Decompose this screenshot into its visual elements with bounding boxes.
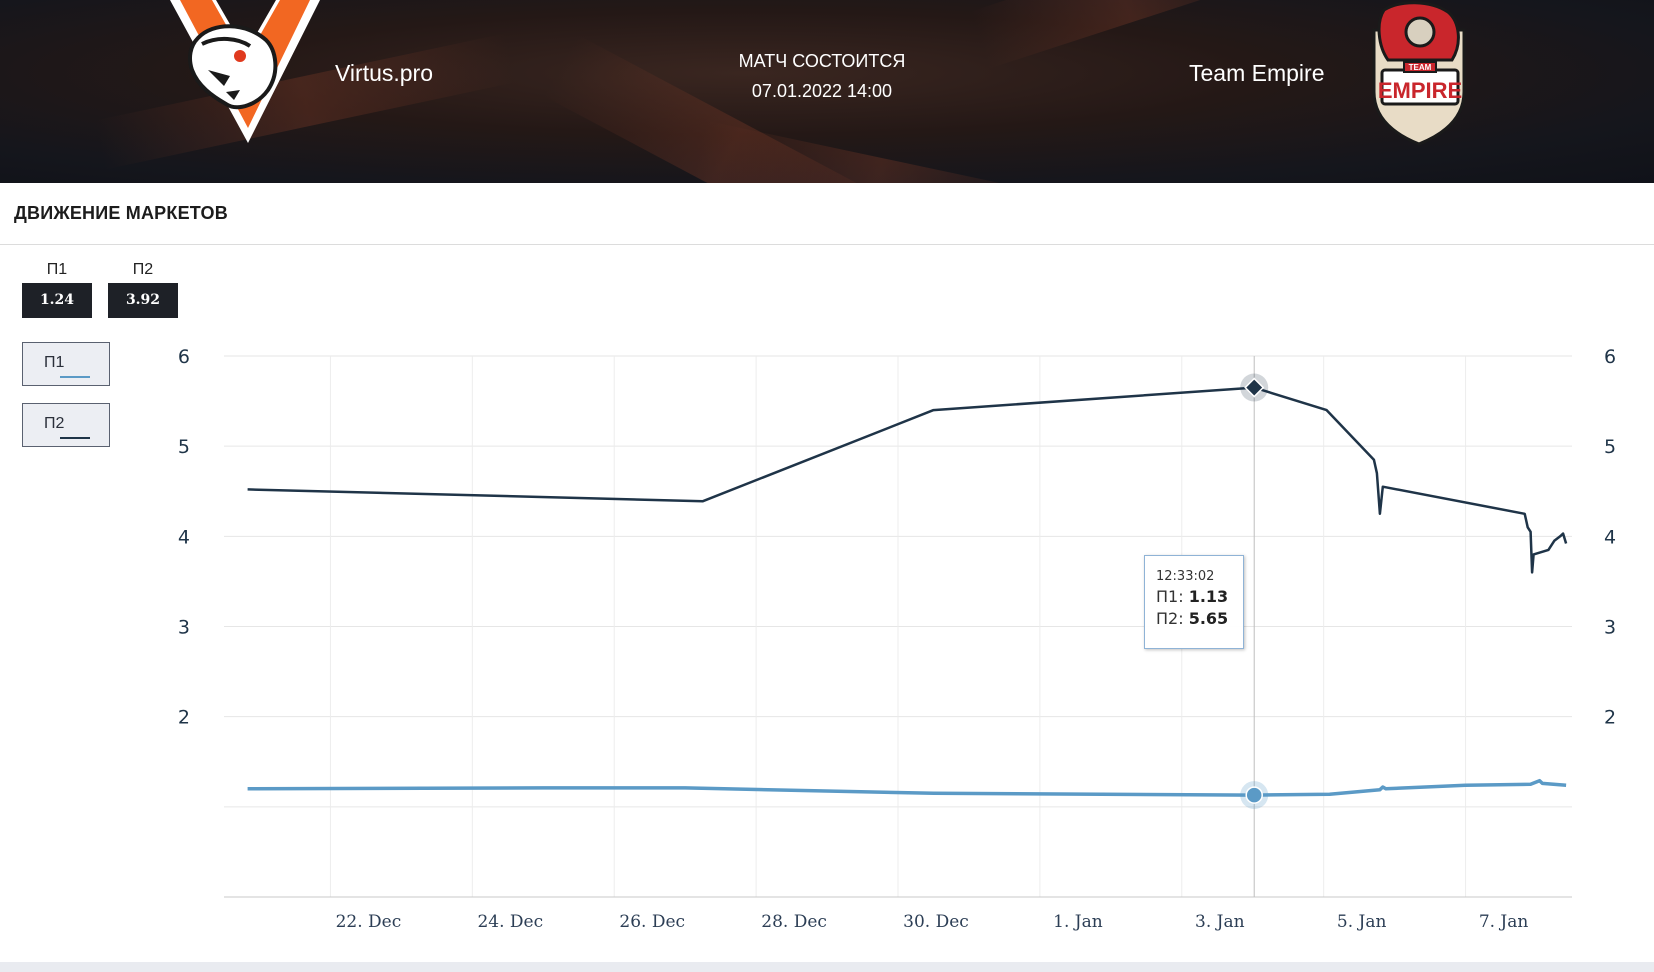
tooltip-p2-label: П2: bbox=[1156, 609, 1189, 628]
p1-marker bbox=[1245, 786, 1263, 804]
legend-p2-line bbox=[60, 437, 90, 439]
y-tick-label-right: 3 bbox=[1604, 617, 1616, 639]
y-tick-label-left: 5 bbox=[178, 436, 190, 458]
legend-toggle-p1[interactable]: П1 bbox=[22, 342, 110, 386]
x-tick-label: 22. Dec bbox=[336, 912, 402, 932]
x-tick-label: 7. Jan bbox=[1479, 912, 1529, 932]
legend-p1-label: П1 bbox=[44, 354, 65, 371]
x-tick-label: 28. Dec bbox=[761, 912, 827, 932]
odds-p1-value[interactable]: 1.24 bbox=[22, 283, 92, 318]
y-tick-label-right: 4 bbox=[1604, 526, 1616, 548]
y-tick-label-left: 4 bbox=[178, 526, 190, 548]
legend-p1-line bbox=[60, 376, 90, 378]
footer-strip bbox=[0, 962, 1654, 972]
tooltip-p2: П2: 5.65 bbox=[1156, 608, 1243, 630]
odds-p2-label: П2 bbox=[132, 261, 154, 278]
y-tick-label-right: 2 bbox=[1604, 707, 1616, 729]
tooltip-p1-value: 1.13 bbox=[1188, 587, 1229, 606]
match-status: МАТЧ СОСТОИТСЯ bbox=[738, 51, 906, 71]
chart-tooltip: 12:33:02 П1: 1.13 П2: 5.65 bbox=[1144, 555, 1244, 649]
x-tick-label: 30. Dec bbox=[903, 912, 969, 932]
tooltip-p1-label: П1: bbox=[1156, 587, 1189, 606]
x-tick-label: 3. Jan bbox=[1195, 912, 1245, 932]
match-banner: Virtus.pro МАТЧ СОСТОИТСЯ 07.01.2022 14:… bbox=[0, 0, 1654, 183]
team1-logo bbox=[170, 0, 320, 143]
y-tick-label-left: 3 bbox=[178, 617, 190, 639]
y-tick-label-left: 6 bbox=[178, 346, 190, 368]
x-tick-label: 1. Jan bbox=[1053, 912, 1103, 932]
odds-p1: П1 1.24 bbox=[22, 260, 92, 318]
tooltip-time: 12:33:02 bbox=[1156, 569, 1215, 584]
y-tick-label-right: 6 bbox=[1604, 346, 1616, 368]
section-divider bbox=[0, 244, 1654, 245]
x-tick-label: 26. Dec bbox=[619, 912, 685, 932]
series-line-p1 bbox=[247, 778, 1567, 797]
odds-p1-label: П1 bbox=[46, 261, 68, 278]
match-datetime: 07.01.2022 14:00 bbox=[751, 81, 893, 101]
legend-p2-label: П2 bbox=[44, 415, 65, 432]
tooltip-p2-value: 5.65 bbox=[1188, 609, 1229, 628]
y-tick-label-right: 5 bbox=[1604, 436, 1616, 458]
team2-logo-small-text: TEAM bbox=[1409, 63, 1432, 72]
legend-toggle-p2[interactable]: П2 bbox=[22, 403, 110, 447]
team1-name[interactable]: Virtus.pro bbox=[335, 60, 434, 86]
match-info: МАТЧ СОСТОИТСЯ 07.01.2022 14:00 bbox=[722, 46, 922, 106]
x-tick-label: 24. Dec bbox=[477, 912, 543, 932]
y-tick-label-left: 2 bbox=[178, 707, 190, 729]
odds-p2: П2 3.92 bbox=[108, 260, 178, 318]
odds-chart[interactable]: 2 2 3 3 4 4 5 5 6 6 22. Dec 24. Dec 26. Dec 28. Dec 30… bbox=[0, 320, 1654, 940]
team2-logo-text: EMPIRE bbox=[1378, 78, 1462, 103]
section-title: ДВИЖЕНИЕ МАРКЕТОВ bbox=[14, 203, 228, 223]
p2-marker bbox=[1244, 377, 1265, 398]
odds-p2-value[interactable]: 3.92 bbox=[108, 283, 178, 318]
team2-name[interactable]: Team Empire bbox=[1189, 60, 1325, 86]
series-line-p2 bbox=[247, 386, 1568, 574]
team2-logo: TEAM EMPIRE bbox=[1372, 1, 1466, 146]
x-tick-label: 5. Jan bbox=[1337, 912, 1387, 932]
tooltip-p1: П1: 1.13 bbox=[1156, 586, 1243, 608]
